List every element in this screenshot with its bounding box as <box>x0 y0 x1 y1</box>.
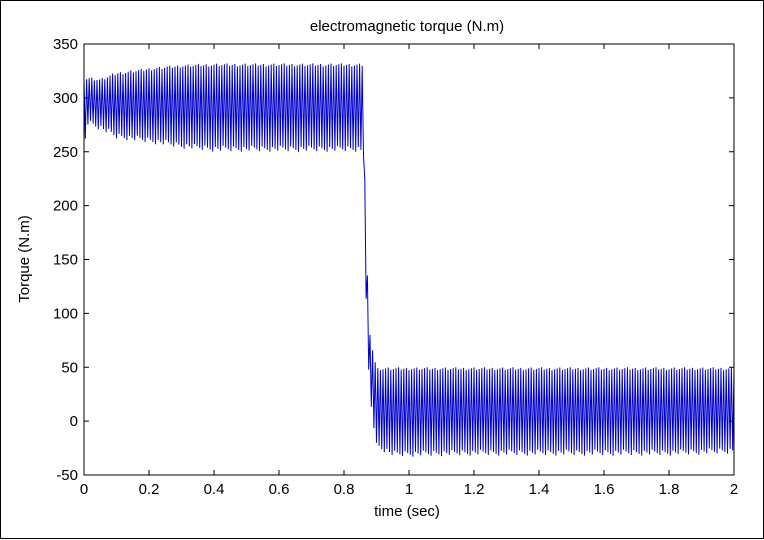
x-tick-label: 1.6 <box>594 481 615 498</box>
y-axis-label: Torque (N.m) <box>16 215 33 303</box>
x-tick-label: 0 <box>80 481 88 498</box>
x-tick-label: 0.8 <box>334 481 355 498</box>
x-tick-label: 1.2 <box>464 481 485 498</box>
x-tick-label: 0.2 <box>139 481 160 498</box>
x-tick-label: 1.8 <box>659 481 680 498</box>
y-tick-label: 100 <box>53 305 78 322</box>
y-tick-label: 300 <box>53 90 78 107</box>
x-tick-label: 1 <box>405 481 413 498</box>
y-tick-label: 350 <box>53 36 78 53</box>
x-tick-label: 0.6 <box>269 481 290 498</box>
x-tick-label: 2 <box>730 481 738 498</box>
x-axis-label: time (sec) <box>374 503 440 520</box>
ticks-layer: 0 0.2 0.4 0.6 0.8 1 1.2 1.4 1.6 1.8 2 350 300 250 200 1… <box>53 36 738 498</box>
y-tick-label: 150 <box>53 252 78 269</box>
x-tick-label: 1.4 <box>529 481 550 498</box>
y-tick-label: -50 <box>56 467 78 484</box>
plot-area <box>84 44 734 475</box>
x-tick-label: 0.4 <box>204 481 225 498</box>
series-layer <box>83 63 735 457</box>
y-tick-label: 250 <box>53 144 78 161</box>
y-tick-label: 50 <box>61 359 78 376</box>
y-tick-label: 0 <box>70 413 78 430</box>
chart-title: electromagnetic torque (N.m) <box>310 18 504 35</box>
y-tick-label: 200 <box>53 198 78 215</box>
torque-series-line <box>83 63 735 457</box>
